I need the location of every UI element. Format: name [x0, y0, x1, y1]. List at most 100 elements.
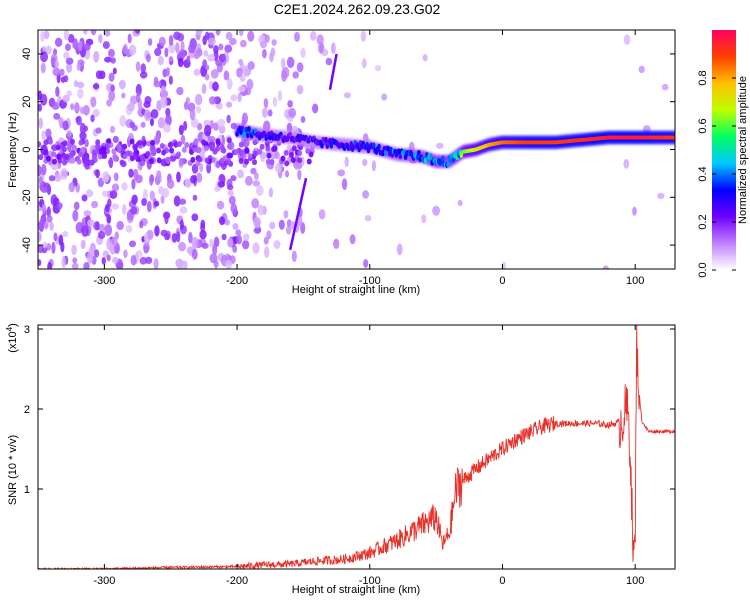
- noise-blob: [225, 31, 233, 41]
- noise-blob: [235, 229, 242, 236]
- snr-frame: [37, 324, 676, 570]
- noise-blob: [230, 94, 238, 102]
- x-tick-label: 0: [499, 575, 505, 587]
- band-blob: [265, 158, 271, 165]
- band-blob: [61, 159, 67, 166]
- noise-blob: [38, 176, 43, 186]
- band-blob: [226, 137, 232, 144]
- noise-blob: [42, 45, 47, 53]
- noise-blob: [278, 219, 285, 230]
- noise-blob: [38, 164, 42, 177]
- noise-blob: [252, 242, 260, 255]
- noise-blob: [178, 157, 184, 167]
- noise-blob: [208, 37, 216, 46]
- band-blob: [288, 152, 294, 159]
- noise-blob: [237, 85, 246, 93]
- band-blob: [161, 149, 167, 156]
- noise-blob: [144, 109, 152, 121]
- noise-blob: [362, 158, 368, 167]
- noise-blob: [204, 73, 210, 81]
- noise-blob: [62, 120, 69, 131]
- noise-blob: [77, 41, 83, 52]
- band-blob: [280, 155, 286, 162]
- band-blob: [181, 146, 187, 153]
- band-blob: [201, 139, 207, 146]
- noise-blob: [136, 91, 141, 103]
- noise-blob: [168, 34, 174, 46]
- band-blob: [43, 139, 49, 146]
- noise-blob: [173, 31, 181, 40]
- band-blob: [169, 147, 175, 154]
- noise-blob: [300, 116, 306, 123]
- noise-blob: [296, 84, 304, 95]
- noise-blob: [162, 188, 170, 198]
- noise-blob: [154, 225, 160, 237]
- noise-blob: [196, 122, 203, 131]
- noise-blob: [218, 216, 225, 226]
- noise-blob: [623, 158, 630, 169]
- noise-blob: [130, 255, 137, 266]
- noise-blob: [638, 65, 645, 74]
- ridge-point: [357, 146, 361, 153]
- noise-blob: [97, 230, 106, 240]
- noise-blob: [111, 236, 118, 247]
- band-blob: [38, 141, 42, 148]
- noise-blob: [266, 230, 272, 240]
- x-tick-label: 100: [626, 575, 644, 587]
- band-blob: [283, 149, 289, 156]
- noise-blob: [215, 59, 223, 67]
- band-blob: [193, 138, 199, 145]
- noise-blob: [242, 233, 250, 241]
- noise-blob: [165, 107, 171, 117]
- band-blob: [265, 145, 271, 152]
- noise-blob: [292, 71, 300, 79]
- band-blob: [108, 159, 114, 166]
- noise-blob: [143, 100, 151, 109]
- ridge-point: [446, 161, 450, 168]
- band-blob: [226, 143, 232, 150]
- noise-blob: [186, 55, 191, 64]
- noise-blob: [40, 164, 47, 176]
- noise-blob: [216, 200, 225, 210]
- noise-blob: [164, 212, 169, 225]
- noise-blob: [374, 65, 382, 72]
- noise-blob: [149, 174, 154, 186]
- noise-blob: [94, 249, 100, 258]
- noise-blob: [274, 151, 280, 160]
- noise-blob: [176, 171, 181, 183]
- noise-blob: [325, 57, 333, 66]
- band-blob: [105, 142, 111, 149]
- band-blob: [78, 151, 84, 158]
- noise-blob: [252, 180, 261, 187]
- noise-blob: [63, 51, 70, 60]
- noise-blob: [237, 92, 242, 103]
- noise-blob: [191, 236, 199, 249]
- noise-blob: [213, 122, 219, 131]
- noise-blob: [104, 203, 110, 213]
- noise-blob: [121, 182, 128, 191]
- noise-blob: [175, 42, 180, 54]
- noise-blob: [210, 68, 219, 79]
- band-blob: [197, 156, 203, 163]
- noise-blob: [251, 198, 260, 209]
- noise-blob: [207, 53, 216, 62]
- colorbar: 0.0 0.2 0.4 0.6 0.8 Normalized spectral ampl…: [697, 30, 749, 278]
- noise-blob: [102, 190, 108, 197]
- band-blob: [91, 154, 97, 161]
- noise-blob: [98, 223, 106, 233]
- snr-x-axis: -300 -200 -100 0 100: [93, 325, 644, 587]
- ridge-point: [329, 142, 334, 149]
- noise-blob: [129, 121, 135, 129]
- band-blob: [134, 154, 140, 161]
- noise-blob: [226, 184, 234, 191]
- noise-blob: [285, 225, 292, 235]
- noise-blob: [179, 206, 188, 214]
- band-blob: [38, 154, 44, 161]
- band-blob: [52, 158, 58, 165]
- colorbar-tick-label: 0.2: [697, 214, 709, 229]
- noise-blob: [343, 92, 351, 99]
- spectrogram-y-label: Frequency (Hz): [7, 112, 19, 188]
- noise-blob: [204, 31, 210, 40]
- noise-blob: [217, 180, 226, 188]
- noise-blob: [286, 56, 295, 69]
